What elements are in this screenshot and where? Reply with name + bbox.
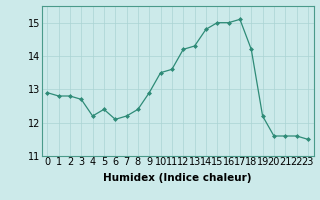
X-axis label: Humidex (Indice chaleur): Humidex (Indice chaleur) <box>103 173 252 183</box>
